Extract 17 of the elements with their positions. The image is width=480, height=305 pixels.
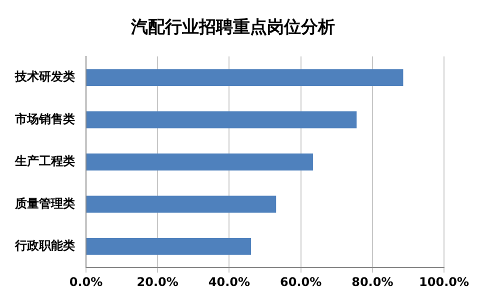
y-tick-label: 行政职能类 [14,238,75,253]
x-tick-label: 40.0% [208,274,250,289]
x-tick-label: 0.0% [69,274,103,289]
x-tick-label: 20.0% [136,274,178,289]
x-tick-label: 80.0% [352,274,394,289]
y-tick-label: 生产工程类 [14,154,75,168]
x-tick-label: 100.0% [419,274,469,289]
bar [86,238,252,255]
bar [86,196,276,213]
bar [86,154,313,170]
x-tick-label: 60.0% [280,274,322,289]
y-tick-label: 技术研发类 [14,70,75,84]
bar [86,111,357,128]
chart-title: 汽配行业招聘重点岗位分析 [130,18,335,38]
bar [86,69,404,86]
y-tick-label: 质量管理类 [14,196,75,210]
y-tick-label: 市场销售类 [14,112,75,126]
